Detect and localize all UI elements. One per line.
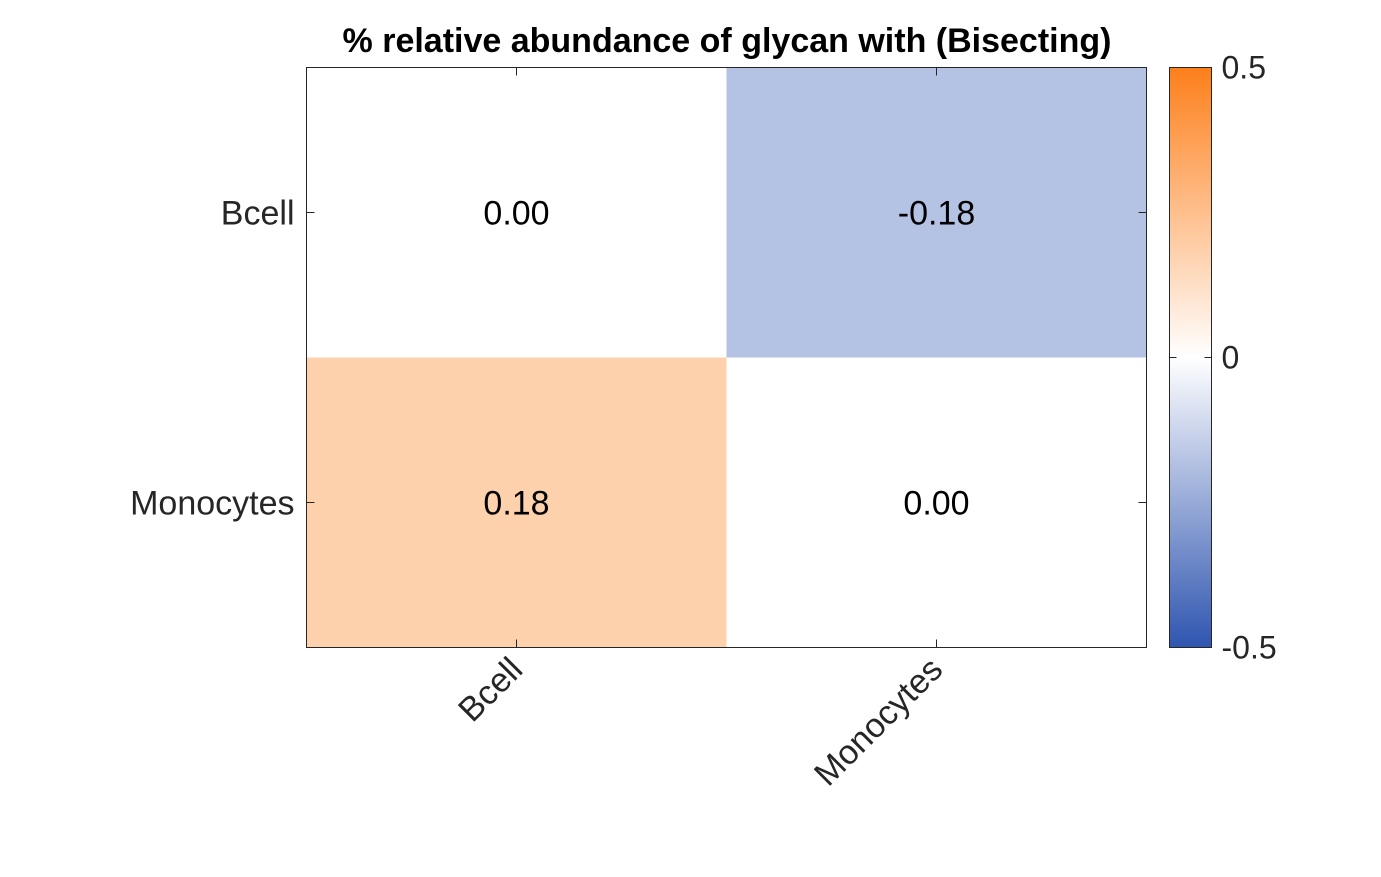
- axis-ticks: [306, 67, 1147, 648]
- y-tick-label-0: Bcell: [221, 195, 295, 233]
- heatmap-cell-r1-c1: [726, 357, 1147, 648]
- cell-value-label-r0-c1: -0.18: [898, 195, 976, 233]
- heatmap-cells: 0.00 -0.18 0.18 0.00: [306, 67, 1147, 648]
- colorbar-tick-label-0: 0.5: [1222, 50, 1266, 86]
- colorbar-tick-label-1: 0: [1222, 340, 1240, 376]
- colorbar-tick-label-2: -0.5: [1222, 630, 1277, 666]
- cell-value-label-r1-c0: 0.18: [483, 485, 549, 523]
- heatmap-cell-r0-c0: [306, 67, 727, 358]
- y-tick-labels: Bcell Monocytes: [130, 195, 294, 523]
- x-tick-label-0: Bcell: [451, 650, 530, 729]
- colorbar-ticks: 0.5 0 -0.5: [1169, 50, 1277, 666]
- plot-frame: [306, 67, 1147, 648]
- cell-value-label-r0-c0: 0.00: [483, 195, 549, 233]
- heatmap-cell-r0-c1: [726, 67, 1147, 358]
- heatmap-cell-r1-c0: [306, 357, 727, 648]
- x-tick-labels: Bcell Monocytes: [451, 650, 950, 793]
- y-tick-label-1: Monocytes: [130, 485, 294, 523]
- x-tick-label-1: Monocytes: [807, 650, 950, 793]
- chart-title: % relative abundance of glycan with (Bis…: [343, 22, 1112, 60]
- cell-value-label-r1-c1: 0.00: [903, 485, 969, 523]
